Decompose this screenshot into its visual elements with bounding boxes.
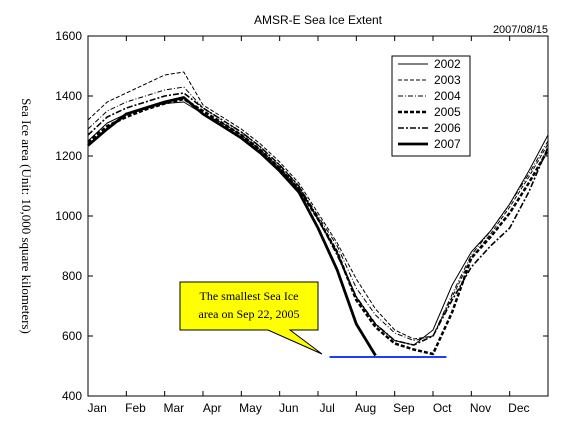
y-axis-label: Sea Ice area (Unit: 10,000 square kilome… bbox=[19, 98, 34, 334]
y-tick-label-1: 600 bbox=[62, 329, 82, 343]
series-line-2003 bbox=[87, 71, 549, 340]
x-tick-label-nov: Nov bbox=[470, 401, 491, 415]
date-stamp: 2007/08/15 bbox=[493, 24, 548, 36]
series-line-2004 bbox=[87, 86, 549, 341]
y-tick-label-5: 1400 bbox=[55, 89, 82, 103]
callout-box bbox=[179, 281, 323, 355]
legend-label-2002: 2002 bbox=[434, 57, 461, 71]
x-tick-label-sep: Sep bbox=[393, 401, 415, 415]
x-tick-label-dec: Dec bbox=[508, 401, 529, 415]
x-tick-label-mar: Mar bbox=[163, 401, 184, 415]
y-tick-label-0: 400 bbox=[62, 389, 82, 403]
legend-label-2007: 2007 bbox=[434, 137, 461, 151]
x-tick-label-oct: Oct bbox=[433, 401, 452, 415]
y-tick-label-6: 1600 bbox=[55, 29, 82, 43]
y-axis-ticks: 400 600 800 1000 1200 1400 1600 bbox=[55, 29, 548, 403]
y-tick-label-3: 1000 bbox=[55, 209, 82, 223]
x-tick-label-feb: Feb bbox=[125, 401, 146, 415]
y-tick-label-2: 800 bbox=[62, 269, 82, 283]
x-tick-label-jan: Jan bbox=[87, 401, 106, 415]
x-tick-label-jun: Jun bbox=[279, 401, 298, 415]
legend: 2002 2003 2004 2005 2006 2007 bbox=[391, 55, 471, 157]
legend-label-2005: 2005 bbox=[434, 105, 461, 119]
callout-line-1: The smallest Sea Ice bbox=[200, 289, 299, 303]
x-axis-ticks: Jan Feb Mar Apr May Jun Jul Aug Sep Oct Nov Dec bbox=[87, 36, 530, 415]
legend-label-2003: 2003 bbox=[434, 73, 461, 87]
chart-title: AMSR-E Sea Ice Extent bbox=[254, 13, 383, 27]
x-tick-label-aug: Aug bbox=[355, 401, 376, 415]
y-tick-label-4: 1200 bbox=[55, 149, 82, 163]
legend-box bbox=[391, 55, 471, 157]
legend-label-2006: 2006 bbox=[434, 121, 461, 135]
series-layer bbox=[87, 71, 550, 357]
plot-frame bbox=[87, 35, 549, 397]
x-tick-label-jul: Jul bbox=[319, 401, 334, 415]
series-line-2007 bbox=[87, 96, 377, 357]
callout-line-2: area on Sep 22, 2005 bbox=[199, 307, 300, 321]
legend-label-2004: 2004 bbox=[434, 89, 461, 103]
series-line-2006 bbox=[87, 92, 549, 346]
x-tick-label-apr: Apr bbox=[203, 401, 222, 415]
callout: The smallest Sea Ice area on Sep 22, 200… bbox=[179, 281, 323, 355]
x-tick-label-may: May bbox=[239, 401, 262, 415]
